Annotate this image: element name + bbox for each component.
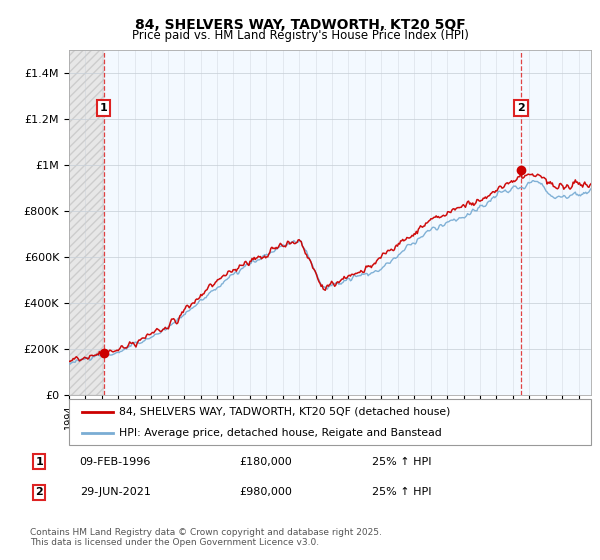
Text: 2: 2 bbox=[517, 103, 525, 113]
Text: Contains HM Land Registry data © Crown copyright and database right 2025.
This d: Contains HM Land Registry data © Crown c… bbox=[30, 528, 382, 547]
Text: 84, SHELVERS WAY, TADWORTH, KT20 5QF: 84, SHELVERS WAY, TADWORTH, KT20 5QF bbox=[134, 18, 466, 32]
Text: £980,000: £980,000 bbox=[240, 487, 293, 497]
Text: 84, SHELVERS WAY, TADWORTH, KT20 5QF (detached house): 84, SHELVERS WAY, TADWORTH, KT20 5QF (de… bbox=[119, 407, 450, 417]
Bar bbox=[69, 50, 104, 395]
Text: HPI: Average price, detached house, Reigate and Banstead: HPI: Average price, detached house, Reig… bbox=[119, 428, 442, 438]
Text: £180,000: £180,000 bbox=[240, 456, 293, 466]
Text: 29-JUN-2021: 29-JUN-2021 bbox=[80, 487, 151, 497]
Text: Price paid vs. HM Land Registry's House Price Index (HPI): Price paid vs. HM Land Registry's House … bbox=[131, 29, 469, 42]
Text: 1: 1 bbox=[100, 103, 107, 113]
Text: 1: 1 bbox=[35, 456, 43, 466]
Text: 09-FEB-1996: 09-FEB-1996 bbox=[80, 456, 151, 466]
Bar bbox=[104, 50, 591, 395]
Text: 25% ↑ HPI: 25% ↑ HPI bbox=[372, 487, 432, 497]
Text: 2: 2 bbox=[35, 487, 43, 497]
Text: 25% ↑ HPI: 25% ↑ HPI bbox=[372, 456, 432, 466]
